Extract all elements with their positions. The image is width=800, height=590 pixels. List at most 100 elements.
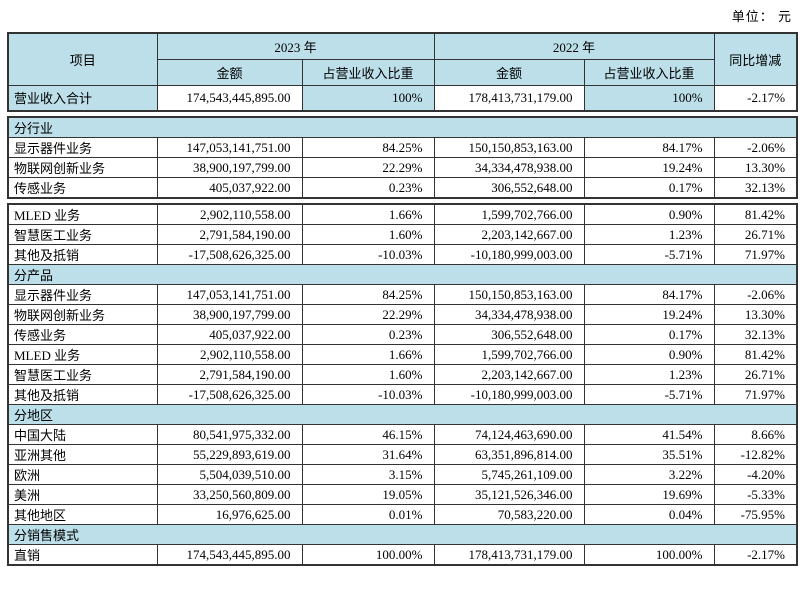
- ratio-2022-cell: -5.71%: [583, 244, 715, 265]
- ratio-2023-cell: 100%: [301, 84, 435, 112]
- yoy-cell: 13.30%: [713, 304, 798, 325]
- section-header-row: 分地区: [7, 404, 798, 425]
- amount-2023-cell: 174,543,445,895.00: [156, 84, 303, 112]
- ratio-2023-cell: 1.60%: [301, 364, 435, 385]
- ratio-2022-cell: 3.22%: [583, 464, 715, 485]
- yoy-cell: -2.17%: [713, 84, 798, 112]
- yoy-cell: -12.82%: [713, 444, 798, 465]
- item-cell: 传感业务: [7, 324, 158, 345]
- amount-2023-cell: 5,504,039,510.00: [156, 464, 303, 485]
- yoy-cell: -2.06%: [713, 137, 798, 158]
- yoy-cell: 8.66%: [713, 424, 798, 445]
- item-cell: 中国大陆: [7, 424, 158, 445]
- amount-2022-cell: -10,180,999,003.00: [433, 244, 585, 265]
- ratio-2022-cell: 19.24%: [583, 304, 715, 325]
- ratio-2023-cell: 19.05%: [301, 484, 435, 505]
- ratio-2023-cell: 1.60%: [301, 224, 435, 245]
- table-row: 物联网创新业务 38,900,197,799.00 22.29% 34,334,478…: [7, 157, 798, 178]
- amount-2023-cell: 80,541,975,332.00: [156, 424, 303, 445]
- table-row: 其他及抵销 -17,508,626,325.00 -10.03% -10,180,99…: [7, 384, 798, 405]
- ratio-2023-cell: 22.29%: [301, 304, 435, 325]
- yoy-cell: -75.95%: [713, 504, 798, 525]
- table-row: 智慧医工业务 2,791,584,190.00 1.60% 2,203,142,667…: [7, 224, 798, 245]
- table-row: 直销 174,543,445,895.00 100.00% 178,413,731,1…: [7, 544, 798, 566]
- amount-2022-cell: 150,150,853,163.00: [433, 284, 585, 305]
- report-page: 单位： 元 项目 2023 年 2022 年 同比增减 金额 占营业收入比重 金…: [7, 9, 799, 566]
- yoy-cell: 71.97%: [713, 244, 798, 265]
- amount-2022-cell: 63,351,896,814.00: [433, 444, 585, 465]
- amount-2022-cell: 70,583,220.00: [433, 504, 585, 525]
- amount-2023-cell: 16,976,625.00: [156, 504, 303, 525]
- ratio-2022-cell: 0.04%: [583, 504, 715, 525]
- total-row-body: 营业收入合计 174,543,445,895.00 100% 178,413,731,…: [7, 84, 798, 112]
- amount-2022-cell: -10,180,999,003.00: [433, 384, 585, 405]
- section-header-row: 分销售模式: [7, 524, 798, 545]
- amount-2023-cell: 147,053,141,751.00: [156, 284, 303, 305]
- ratio-2022-cell: 0.90%: [583, 203, 715, 225]
- header-row-years: 项目 2023 年 2022 年 同比增减: [7, 32, 798, 86]
- item-cell: 显示器件业务: [7, 284, 158, 305]
- table-row: 美洲 33,250,560,809.00 19.05% 35,121,526,346.…: [7, 484, 798, 505]
- col-header-amount-2023: 金额: [156, 58, 303, 86]
- amount-2022-cell: 306,552,648.00: [433, 177, 585, 199]
- ratio-2023-cell: -10.03%: [301, 384, 435, 405]
- ratio-2023-cell: 3.15%: [301, 464, 435, 485]
- yoy-cell: -5.33%: [713, 484, 798, 505]
- col-header-ratio-2023: 占营业收入比重: [301, 58, 435, 86]
- revenue-table-detail-block: MLED 业务 2,902,110,558.00 1.66% 1,599,702,76…: [7, 203, 798, 566]
- table-row: 亚洲其他 55,229,893,619.00 31.64% 63,351,896,81…: [7, 444, 798, 465]
- ratio-2022-cell: 1.23%: [583, 364, 715, 385]
- amount-2023-cell: 2,902,110,558.00: [156, 203, 303, 225]
- ratio-2023-cell: 22.29%: [301, 157, 435, 178]
- ratio-2023-cell: 0.23%: [301, 177, 435, 199]
- ratio-2023-cell: 84.25%: [301, 137, 435, 158]
- section-label: 分行业: [7, 116, 798, 138]
- ratio-2023-cell: 1.66%: [301, 344, 435, 365]
- item-cell: 其他及抵销: [7, 384, 158, 405]
- section-header-row: 分产品: [7, 264, 798, 285]
- section-label: 分销售模式: [7, 524, 798, 545]
- col-header-2023: 2023 年: [156, 32, 435, 60]
- ratio-2022-cell: 0.90%: [583, 344, 715, 365]
- item-cell: MLED 业务: [7, 203, 158, 225]
- ratio-2022-cell: 41.54%: [583, 424, 715, 445]
- detail-rows-body: MLED 业务 2,902,110,558.00 1.66% 1,599,702,76…: [7, 203, 798, 566]
- revenue-table-industry-block: 分行业 显示器件业务 147,053,141,751.00 84.25% 150,150…: [7, 116, 799, 199]
- table-row: 其他及抵销 -17,508,626,325.00 -10.03% -10,180,99…: [7, 244, 798, 265]
- yoy-cell: 81.42%: [713, 203, 798, 225]
- amount-2023-cell: 405,037,922.00: [156, 177, 303, 199]
- table-row: 其他地区 16,976,625.00 0.01% 70,583,220.00 0.04%…: [7, 504, 798, 525]
- item-cell: 物联网创新业务: [7, 157, 158, 178]
- table-row: 物联网创新业务 38,900,197,799.00 22.29% 34,334,478…: [7, 304, 798, 325]
- yoy-cell: 32.13%: [713, 324, 798, 345]
- item-cell: 直销: [7, 544, 158, 566]
- section-header-row: 分行业: [7, 116, 798, 138]
- header-row-measures: 金额 占营业收入比重 金额 占营业收入比重: [8, 58, 797, 86]
- ratio-2023-cell: 84.25%: [301, 284, 435, 305]
- item-cell: 欧洲: [7, 464, 158, 485]
- table-row: 智慧医工业务 2,791,584,190.00 1.60% 2,203,142,667…: [7, 364, 798, 385]
- section-label: 分地区: [7, 404, 798, 425]
- amount-2022-cell: 1,599,702,766.00: [433, 203, 585, 225]
- item-cell: 营业收入合计: [7, 84, 158, 112]
- amount-2023-cell: -17,508,626,325.00: [156, 384, 303, 405]
- yoy-cell: 32.13%: [713, 177, 798, 199]
- item-cell: 智慧医工业务: [7, 224, 158, 245]
- amount-2022-cell: 2,203,142,667.00: [433, 224, 585, 245]
- amount-2023-cell: 2,791,584,190.00: [156, 224, 303, 245]
- item-cell: 智慧医工业务: [7, 364, 158, 385]
- amount-2022-cell: 1,599,702,766.00: [433, 344, 585, 365]
- col-header-item: 项目: [7, 32, 158, 86]
- item-cell: 其他地区: [7, 504, 158, 525]
- yoy-cell: 26.71%: [713, 364, 798, 385]
- amount-2022-cell: 74,124,463,690.00: [433, 424, 585, 445]
- revenue-table-header-block: 项目 2023 年 2022 年 同比增减 金额 占营业收入比重 金额 占营业收…: [7, 32, 799, 112]
- yoy-cell: 26.71%: [713, 224, 798, 245]
- yoy-cell: 71.97%: [713, 384, 798, 405]
- yoy-cell: 81.42%: [713, 344, 798, 365]
- col-header-amount-2022: 金额: [433, 58, 585, 86]
- amount-2022-cell: 306,552,648.00: [433, 324, 585, 345]
- ratio-2023-cell: 0.01%: [301, 504, 435, 525]
- ratio-2022-cell: -5.71%: [583, 384, 715, 405]
- table-row: 中国大陆 80,541,975,332.00 46.15% 74,124,463,69…: [7, 424, 798, 445]
